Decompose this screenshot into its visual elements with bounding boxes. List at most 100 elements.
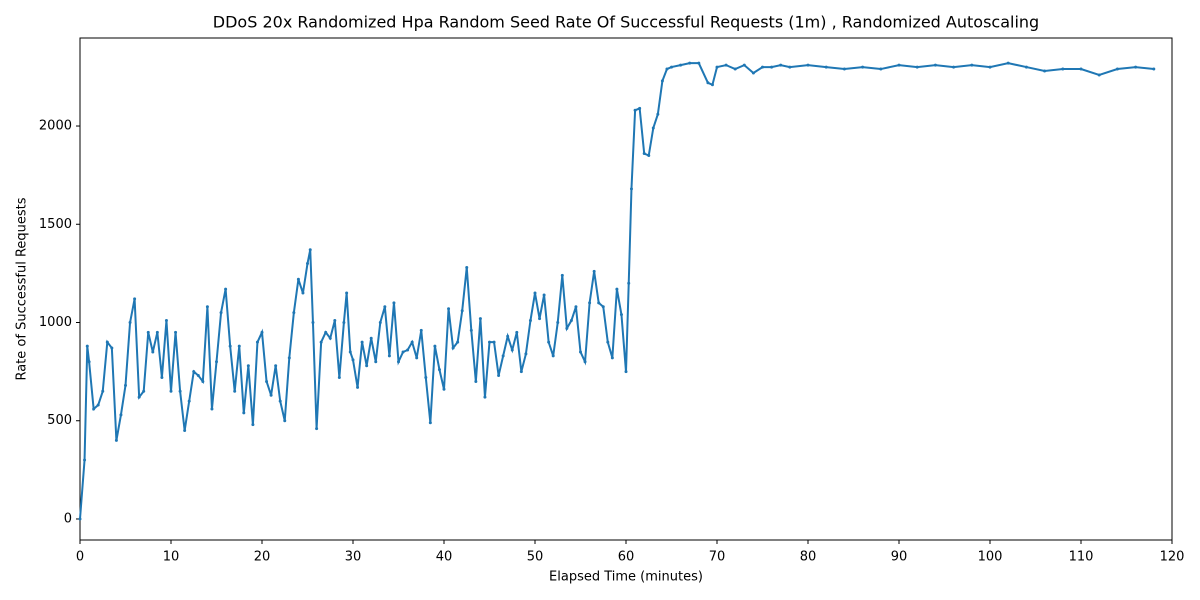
data-point <box>133 297 137 301</box>
data-point <box>933 63 937 67</box>
data-point <box>283 419 287 423</box>
data-point <box>260 330 264 334</box>
data-point <box>460 309 464 313</box>
data-point <box>510 348 514 352</box>
x-tick-label: 110 <box>1069 550 1094 565</box>
data-point <box>155 330 159 334</box>
data-point <box>824 65 828 69</box>
data-point <box>410 340 414 344</box>
data-point <box>506 334 510 338</box>
data-point <box>588 301 592 305</box>
data-point <box>1043 69 1047 73</box>
data-point <box>569 319 573 323</box>
data-point <box>861 65 865 69</box>
y-axis-label: Rate of Successful Requests <box>15 197 30 380</box>
plot-frame <box>79 37 1173 541</box>
data-point <box>583 360 587 364</box>
data-point <box>1024 65 1028 69</box>
x-tick-label: 80 <box>800 550 817 565</box>
data-point <box>296 277 300 281</box>
data-point <box>110 346 114 350</box>
data-point <box>538 317 542 321</box>
data-point <box>308 248 312 252</box>
data-point <box>606 340 610 344</box>
data-point <box>665 67 669 71</box>
x-tick-label: 60 <box>618 550 635 565</box>
data-point <box>952 65 956 69</box>
data-point <box>255 340 259 344</box>
data-point <box>137 395 141 399</box>
data-point <box>556 320 560 324</box>
data-point <box>378 320 382 324</box>
data-point <box>761 65 764 69</box>
data-point <box>629 187 633 191</box>
data-point <box>660 79 664 83</box>
data-point <box>627 281 631 285</box>
data-point <box>656 112 660 116</box>
data-point <box>451 346 455 350</box>
x-tick-label: 50 <box>527 550 544 565</box>
x-tick-label: 30 <box>345 550 362 565</box>
data-point <box>515 330 519 334</box>
data-point <box>610 356 614 360</box>
data-point <box>105 340 109 344</box>
data-point <box>706 81 710 85</box>
data-point <box>488 340 491 344</box>
y-tick-label: 1500 <box>39 217 72 232</box>
data-point <box>360 340 364 344</box>
data-point <box>92 407 96 411</box>
data-point <box>251 423 255 427</box>
x-tick-label: 100 <box>978 550 1003 565</box>
data-point <box>560 273 564 277</box>
y-tick-label: 2000 <box>39 119 72 134</box>
data-point <box>697 61 701 65</box>
data-point <box>842 67 846 71</box>
data-point <box>183 429 187 433</box>
data-point <box>196 374 200 378</box>
data-line <box>79 62 1154 520</box>
data-point <box>524 352 528 356</box>
data-point <box>688 61 692 65</box>
data-point <box>365 364 369 368</box>
data-point <box>733 67 737 71</box>
data-point <box>1115 67 1119 71</box>
data-point <box>292 311 296 315</box>
data-point <box>565 326 569 330</box>
data-point <box>160 376 164 380</box>
data-point <box>670 65 673 69</box>
data-point <box>519 370 523 374</box>
data-point <box>224 287 228 291</box>
data-point <box>233 389 237 393</box>
x-tick-label: 90 <box>891 550 908 565</box>
data-point <box>406 348 410 352</box>
data-point <box>87 360 91 364</box>
x-tick-label: 70 <box>709 550 726 565</box>
data-point <box>770 65 774 69</box>
data-point <box>369 336 373 340</box>
data-point <box>324 330 328 334</box>
data-point <box>638 106 642 110</box>
data-point <box>547 340 551 344</box>
x-tick-label: 10 <box>163 550 180 565</box>
data-point <box>483 395 487 399</box>
y-tick-label: 0 <box>64 511 72 526</box>
data-point <box>146 330 150 334</box>
data-point <box>274 364 278 368</box>
data-point <box>383 305 387 309</box>
data-point <box>265 379 269 383</box>
data-point <box>497 374 501 378</box>
data-point <box>779 63 783 67</box>
x-tick-label: 40 <box>436 550 453 565</box>
data-point <box>397 360 400 364</box>
data-point <box>210 407 214 411</box>
data-point <box>710 83 714 87</box>
data-point <box>597 301 601 305</box>
data-point <box>114 438 118 442</box>
data-point <box>651 126 655 130</box>
data-point <box>433 344 437 348</box>
data-point <box>415 356 419 360</box>
data-point <box>301 291 305 295</box>
chart-title: DDoS 20x Randomized Hpa Random Seed Rate… <box>213 13 1039 32</box>
data-point <box>315 427 319 431</box>
